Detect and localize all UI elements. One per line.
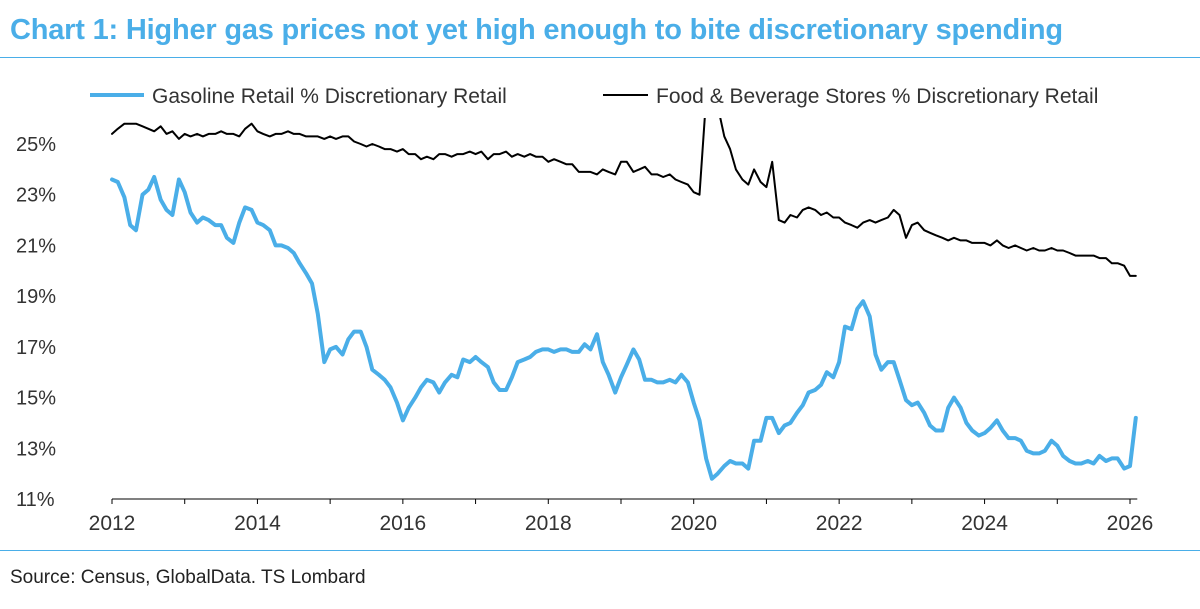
title-divider xyxy=(0,57,1200,58)
plot-area xyxy=(110,118,1138,481)
chart-title: Chart 1: Higher gas prices not yet high … xyxy=(10,14,1063,46)
x-tick-label: 2024 xyxy=(961,512,1008,535)
y-tick-label: 23% xyxy=(16,185,56,207)
legend-label-gasoline: Gasoline Retail % Discretionary Retail xyxy=(152,85,507,108)
x-tick-label: 2020 xyxy=(670,512,717,535)
y-tick-label: 21% xyxy=(16,235,56,257)
x-tick-label: 2018 xyxy=(525,512,572,535)
x-tick-label: 2022 xyxy=(816,512,863,535)
x-tick-label: 2026 xyxy=(1107,512,1154,535)
y-axis: 11% 13% 15% 17% 19% 21% 23% 25% xyxy=(16,134,56,511)
x-tick-label: 2012 xyxy=(89,512,136,535)
line-chart: Gasoline Retail % Discretionary Retail F… xyxy=(16,85,1154,535)
legend-label-food: Food & Beverage Stores % Discretionary R… xyxy=(656,85,1098,108)
footer-divider xyxy=(0,550,1200,551)
y-tick-label: 15% xyxy=(16,388,56,410)
x-tick-label: 2016 xyxy=(379,512,426,535)
source-note: Source: Census, GlobalData. TS Lombard xyxy=(10,567,366,588)
food-beverage-series-line xyxy=(111,118,1137,277)
y-tick-label: 25% xyxy=(16,134,56,156)
y-tick-label: 19% xyxy=(16,286,56,308)
x-tick-label: 2014 xyxy=(234,512,281,535)
y-tick-label: 11% xyxy=(16,489,55,511)
chart-legend: Gasoline Retail % Discretionary Retail F… xyxy=(90,85,1098,108)
y-tick-label: 17% xyxy=(16,337,56,359)
x-axis: 2012 2014 2016 2018 2020 2022 2024 2026 xyxy=(89,498,1154,535)
y-tick-label: 13% xyxy=(16,438,56,460)
gasoline-series-line xyxy=(110,175,1138,481)
